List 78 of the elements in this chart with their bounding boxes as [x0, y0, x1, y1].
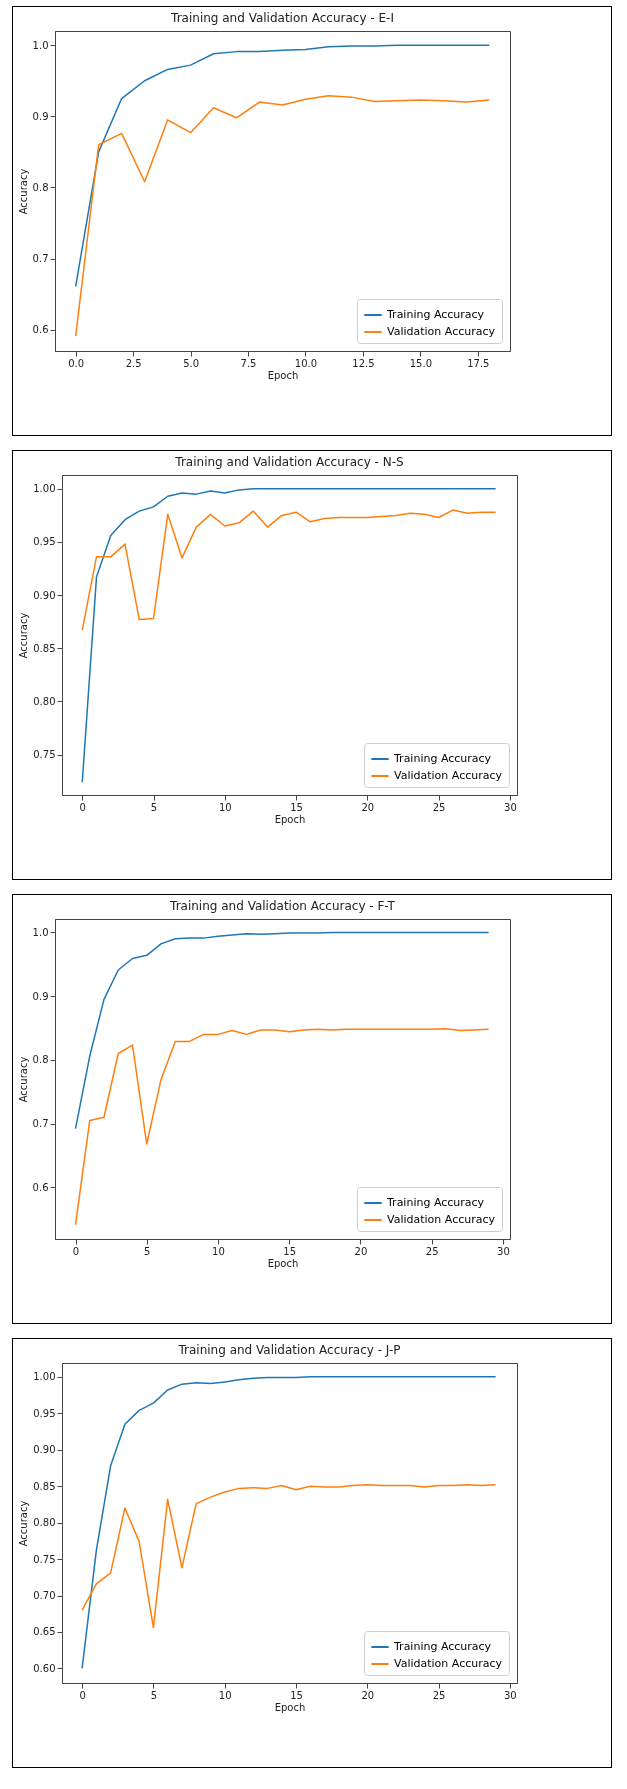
- y-tick-label: 0.90: [33, 1444, 56, 1456]
- y-tick-label: 0.80: [33, 695, 56, 707]
- x-tick-label: 0: [79, 1689, 86, 1701]
- x-tick-label: 30: [504, 801, 517, 813]
- x-tick-label: 15: [283, 1245, 297, 1257]
- x-tick-label: 5: [144, 1245, 151, 1257]
- y-tick-label: 0.6: [32, 1181, 49, 1193]
- x-tick-label: 20: [354, 1245, 368, 1257]
- legend-label: Validation Accuracy: [394, 769, 503, 782]
- chart-title: Training and Validation Accuracy - N-S: [174, 455, 404, 469]
- x-tick-label: 12.5: [352, 357, 375, 369]
- chart-title: Training and Validation Accuracy - J-P: [177, 1343, 401, 1357]
- y-tick-label: 0.75: [33, 1553, 56, 1565]
- x-tick-label: 20: [361, 801, 375, 813]
- y-tick-label: 1.00: [33, 483, 56, 495]
- y-axis-title: Accuracy: [17, 168, 29, 215]
- x-tick-label: 25: [432, 1689, 446, 1701]
- y-tick-label: 0.65: [33, 1626, 56, 1638]
- legend-label: Validation Accuracy: [394, 1657, 503, 1670]
- y-tick-label: 0.9: [32, 990, 49, 1002]
- y-tick-label: 0.90: [33, 589, 56, 601]
- y-tick-label: 0.8: [32, 181, 49, 193]
- legend-label: Validation Accuracy: [387, 1213, 496, 1226]
- x-tick-label: 20: [361, 1689, 375, 1701]
- x-tick-label: 2.5: [125, 357, 142, 369]
- y-tick-label: 0.85: [33, 642, 56, 654]
- x-tick-label: 0: [72, 1245, 80, 1257]
- chart-title: Training and Validation Accuracy - F-T: [169, 899, 396, 913]
- x-axis-title: Epoch: [274, 1701, 306, 1713]
- line-series: [74, 931, 490, 1130]
- y-axis-title: Accuracy: [18, 612, 30, 659]
- x-tick-label: 5: [150, 1689, 158, 1701]
- y-axis-title: Accuracy: [17, 1056, 29, 1103]
- y-tick-label: 0.70: [33, 1590, 56, 1602]
- x-tick-label: 25: [425, 1245, 439, 1257]
- x-tick-label: 0.0: [68, 357, 85, 369]
- y-axis-title: Accuracy: [18, 1500, 30, 1547]
- legend-label: Training Accuracy: [393, 1640, 492, 1653]
- x-tick-label: 15: [290, 801, 303, 813]
- y-tick-label: 0.85: [33, 1480, 56, 1492]
- y-tick-label: 0.75: [33, 749, 56, 761]
- x-tick-label: 10: [218, 801, 232, 813]
- legend-label: Training Accuracy: [393, 752, 492, 765]
- x-tick-label: 25: [432, 801, 446, 813]
- y-tick-label: 1.00: [33, 1371, 56, 1383]
- chart-title: Training and Validation Accuracy - E-I: [170, 11, 394, 25]
- line-series: [81, 509, 497, 631]
- legend-label: Training Accuracy: [386, 1196, 485, 1209]
- legend-label: Validation Accuracy: [387, 325, 496, 338]
- x-tick-label: 10.0: [294, 357, 318, 369]
- y-tick-label: 0.7: [32, 1118, 49, 1130]
- x-axis-title: Epoch: [267, 369, 299, 381]
- y-tick-label: 1.0: [32, 39, 49, 51]
- x-tick-label: 17.5: [467, 357, 490, 369]
- x-tick-label: 7.5: [240, 357, 257, 369]
- x-tick-label: 10: [218, 1689, 232, 1701]
- x-tick-label: 15.0: [409, 357, 433, 369]
- x-tick-label: 30: [497, 1245, 510, 1257]
- y-tick-label: 0.7: [32, 253, 49, 265]
- y-tick-label: 0.95: [33, 1407, 56, 1419]
- x-tick-label: 30: [504, 1689, 517, 1701]
- x-tick-label: 5.0: [183, 357, 200, 369]
- y-tick-label: 0.9: [32, 110, 49, 122]
- x-tick-label: 0: [79, 801, 86, 813]
- y-tick-label: 1.0: [32, 926, 49, 938]
- x-tick-label: 5: [150, 801, 158, 813]
- x-axis-title: Epoch: [274, 813, 306, 825]
- x-tick-label: 15: [290, 1689, 303, 1701]
- y-tick-label: 0.6: [32, 324, 49, 336]
- y-tick-label: 0.60: [33, 1662, 56, 1674]
- y-tick-label: 0.95: [33, 536, 56, 548]
- y-tick-label: 0.80: [33, 1517, 56, 1529]
- line-series: [74, 44, 491, 288]
- x-tick-label: 10: [212, 1245, 225, 1257]
- y-tick-label: 0.8: [32, 1054, 49, 1066]
- line-series: [81, 1483, 497, 1629]
- x-axis-title: Epoch: [267, 1257, 299, 1269]
- legend-label: Training Accuracy: [386, 308, 485, 321]
